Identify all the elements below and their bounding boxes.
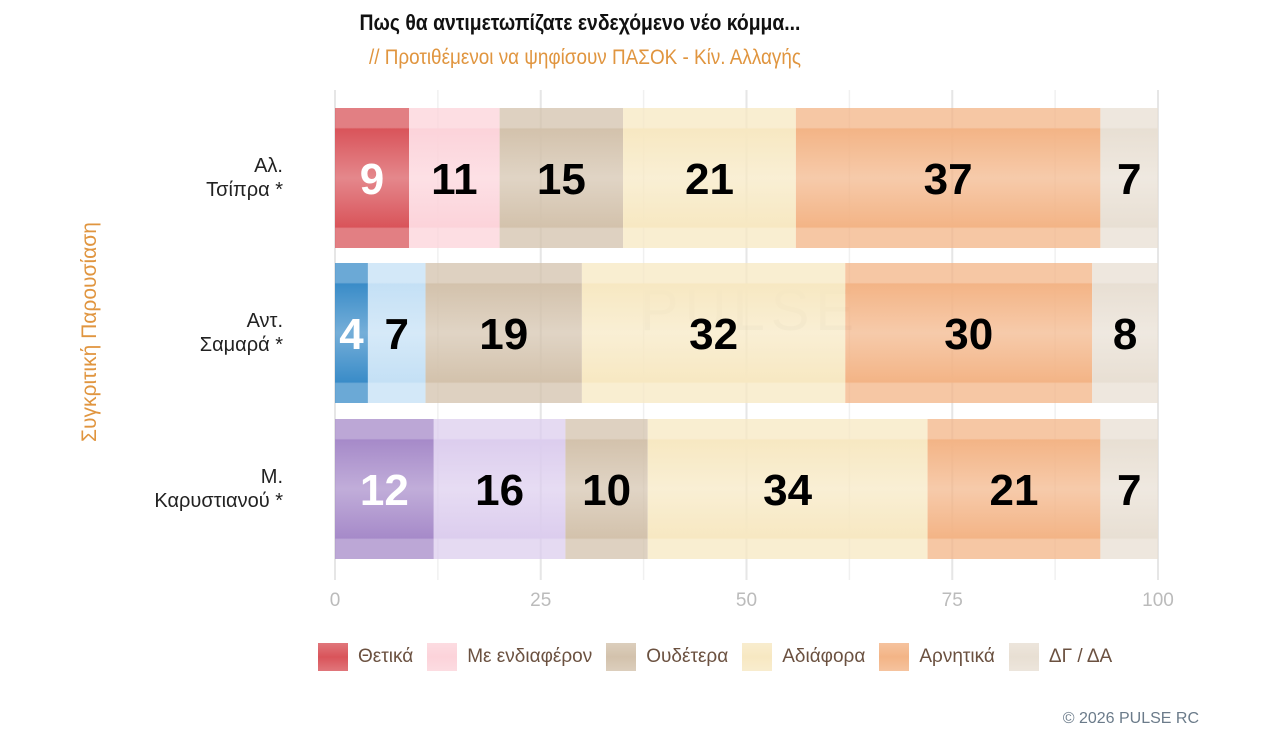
- data-label: 32: [689, 310, 738, 359]
- bar-segment: [845, 263, 1093, 403]
- bar-segment: [623, 108, 796, 248]
- data-label: 21: [685, 155, 734, 204]
- legend-swatch: [427, 643, 458, 671]
- bar-segment: [433, 419, 566, 559]
- data-label: 12: [360, 466, 409, 515]
- legend-swatch: [1008, 643, 1039, 671]
- bar-segment: [409, 108, 500, 248]
- data-label: 34: [763, 466, 812, 515]
- legend-item: Ουδέτερα: [606, 643, 728, 671]
- legend-label: ΔΓ / ΔΑ: [1048, 646, 1113, 667]
- legend-swatch: [318, 643, 348, 671]
- legend-swatch: [879, 643, 910, 671]
- bar-segment: [1100, 108, 1158, 248]
- bar-segment: [927, 419, 1101, 559]
- legend-label: Ουδέτερα: [646, 646, 729, 667]
- legend-item: Με ενδιαφέρον: [427, 643, 592, 671]
- data-label: 21: [989, 466, 1038, 515]
- bar-segment: [565, 419, 648, 559]
- chart-subtitle: // Προτιθέμενοι να ψηφίσουν ΠΑΣΟΚ - Κίν.…: [369, 46, 801, 69]
- bar-segment: [647, 419, 928, 559]
- bar-segment: [581, 263, 846, 403]
- legend-swatch: [742, 643, 773, 671]
- category-label: Αλ. Τσίπρα *: [206, 155, 283, 201]
- bar-segment: [795, 108, 1101, 248]
- bar-segment: [425, 263, 582, 403]
- data-label: 7: [384, 310, 408, 359]
- bar-segment: [1100, 419, 1158, 559]
- x-tick-label: 50: [736, 590, 757, 611]
- data-label: 4: [339, 310, 364, 359]
- legend: Θετικά Με ενδιαφέρον Ουδέτερα Αδιάφορα Αρνητ…: [318, 643, 1116, 671]
- data-label: 7: [1117, 466, 1141, 515]
- bar-segment: [335, 108, 410, 248]
- category-label: Αντ. Σαμαρά *: [200, 310, 284, 356]
- chart-title: Πως θα αντιμετωπίζατε ενδεχόμενο νέο κόμ…: [359, 10, 801, 35]
- legend-swatch: [606, 643, 637, 671]
- legend-item: Θετικά: [318, 643, 413, 671]
- legend-item: Αδιάφορα: [742, 643, 865, 671]
- data-label: 7: [1117, 155, 1141, 204]
- data-label: 9: [360, 155, 384, 204]
- legend-label: Αρνητικά: [919, 646, 995, 667]
- data-label: 37: [924, 155, 973, 204]
- bar-segment: [335, 263, 368, 403]
- bar-segment: [1092, 263, 1158, 403]
- data-label: 8: [1113, 310, 1137, 359]
- category-label: Μ. Καρυστιανού *: [154, 466, 283, 512]
- data-label: 11: [431, 155, 478, 204]
- bar-segment: [499, 108, 624, 248]
- legend-item: ΔΓ / ΔΑ: [1008, 643, 1113, 671]
- legend-label: Αδιάφορα: [782, 646, 866, 667]
- x-tick-label: 25: [530, 590, 551, 611]
- bar-segment: [335, 419, 434, 559]
- data-label: 16: [475, 466, 524, 515]
- data-label: 15: [537, 155, 586, 204]
- legend-label: Θετικά: [358, 646, 414, 667]
- data-label: 19: [479, 310, 528, 359]
- data-label: 10: [582, 466, 631, 515]
- x-tick-label: 0: [330, 590, 341, 611]
- copyright: © 2026 PULSE RC: [1062, 710, 1199, 727]
- x-tick-label: 100: [1142, 590, 1174, 611]
- x-tick-label: 75: [942, 590, 963, 611]
- legend-label: Με ενδιαφέρον: [467, 646, 593, 667]
- legend-item: Αρνητικά: [879, 643, 995, 671]
- data-label: 30: [944, 310, 993, 359]
- bar-segment: [367, 263, 426, 403]
